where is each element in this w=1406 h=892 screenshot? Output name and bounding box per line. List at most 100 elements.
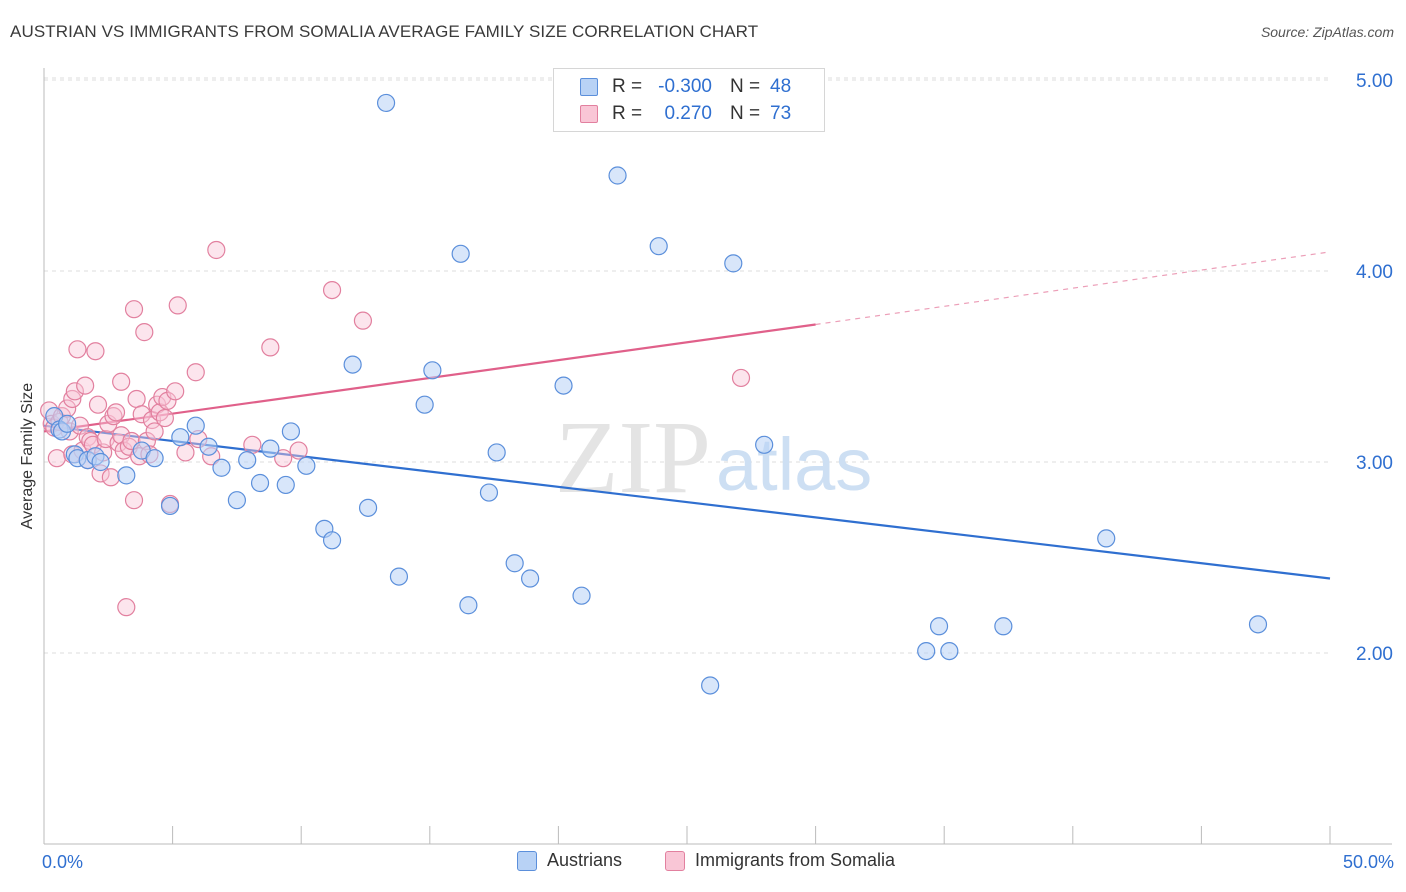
data-point-austrians: [415, 395, 434, 414]
data-point-austrians: [521, 569, 540, 588]
data-point-somalia: [124, 300, 144, 319]
data-point-austrians: [479, 483, 499, 502]
data-point-austrians: [1097, 529, 1116, 548]
legend-swatch-pink: [580, 105, 598, 123]
data-point-austrians: [117, 466, 136, 485]
data-point-somalia: [289, 441, 308, 460]
data-point-austrians: [250, 473, 270, 493]
data-point-austrians: [358, 498, 378, 517]
data-point-austrians: [261, 439, 280, 458]
data-point-austrians: [238, 450, 257, 470]
data-point-somalia: [353, 311, 373, 330]
data-point-somalia: [168, 296, 187, 315]
data-point-somalia: [145, 422, 164, 441]
data-point-somalia: [322, 281, 342, 300]
legend-item-austrians[interactable]: Austrians: [517, 850, 622, 871]
data-point-austrians: [649, 237, 668, 256]
watermark: ZIP atlas: [555, 400, 872, 515]
data-point-austrians: [199, 437, 218, 456]
data-point-somalia: [68, 340, 87, 359]
data-point-austrians: [487, 443, 506, 462]
legend-r-value: -0.300: [658, 76, 712, 97]
legend-row-austrians: R = -0.300 N = 48: [580, 75, 791, 99]
data-point-austrians: [554, 376, 573, 395]
data-point-austrians: [227, 491, 246, 510]
data-point-austrians: [171, 428, 190, 447]
legend-n-value: 48: [770, 76, 792, 97]
data-point-austrians: [994, 617, 1013, 636]
data-point-somalia: [124, 491, 144, 510]
legend-r-value: 0.270: [664, 103, 712, 124]
data-point-austrians: [276, 475, 295, 495]
data-point-austrians: [917, 641, 936, 661]
data-point-austrians: [505, 554, 524, 573]
x-axis-max-label: 50.0%: [1342, 852, 1394, 872]
data-point-austrians: [940, 641, 959, 661]
y-tick-labels: 2.00 3.00 4.00 5.00: [1356, 71, 1393, 665]
data-point-austrians: [608, 166, 627, 185]
data-point-somalia: [274, 449, 293, 468]
data-point-austrians: [145, 449, 164, 468]
data-point-somalia: [117, 598, 136, 617]
legend-label-austrians: Austrians: [547, 850, 623, 870]
data-point-austrians: [160, 496, 180, 516]
data-point-austrians: [389, 567, 409, 586]
trend-line-somalia-extrapolated: [815, 251, 1331, 326]
data-point-austrians: [423, 361, 442, 380]
legend-r-label: R =: [612, 76, 643, 97]
correlation-legend: R = -0.300 N = 48 R = 0.270 N = 73: [553, 68, 825, 132]
data-point-somalia: [186, 363, 205, 382]
data-point-somalia: [65, 382, 84, 401]
data-point-somalia: [158, 391, 177, 410]
data-point-austrians: [572, 586, 591, 605]
data-point-somalia: [86, 342, 105, 361]
data-point-austrians: [1248, 615, 1268, 634]
data-point-austrians: [459, 596, 478, 615]
data-points: [40, 93, 1268, 695]
data-point-austrians: [451, 244, 470, 263]
y-tick-label: 4.00: [1356, 262, 1393, 283]
data-point-austrians: [376, 93, 396, 113]
data-point-somalia: [135, 323, 154, 342]
data-point-austrians: [186, 416, 205, 435]
data-point-somalia: [76, 376, 95, 395]
grid-lines: [44, 77, 1330, 654]
data-point-somalia: [166, 382, 185, 401]
data-point-somalia: [47, 449, 66, 468]
data-point-somalia: [127, 389, 146, 409]
axes: [43, 68, 1392, 845]
watermark-zip: ZIP: [555, 400, 711, 515]
data-point-austrians: [343, 355, 362, 374]
y-tick-label: 2.00: [1356, 644, 1393, 665]
data-point-austrians: [281, 422, 301, 441]
legend-row-somalia: R = 0.270 N = 73: [580, 102, 791, 126]
chart-title: AUSTRIAN VS IMMIGRANTS FROM SOMALIA AVER…: [10, 22, 759, 41]
data-point-austrians: [58, 414, 77, 433]
data-point-austrians: [212, 458, 231, 477]
legend-swatch-pink: [665, 850, 685, 871]
data-point-somalia: [101, 468, 120, 487]
legend-n-label: N =: [730, 76, 761, 97]
y-tick-label: 5.00: [1356, 71, 1393, 92]
legend-swatch-blue: [580, 78, 598, 96]
data-point-somalia: [731, 368, 751, 388]
data-point-austrians: [724, 254, 743, 273]
source-attribution: Source: ZipAtlas.com: [1260, 24, 1394, 40]
data-point-austrians: [701, 676, 720, 695]
watermark-atlas: atlas: [716, 423, 872, 506]
data-point-somalia: [207, 240, 226, 260]
series-legend: Austrians Immigrants from Somalia: [0, 850, 1406, 878]
legend-item-somalia[interactable]: Immigrants from Somalia: [665, 850, 895, 871]
data-point-somalia: [176, 443, 195, 462]
legend-n-value: 73: [770, 103, 792, 124]
data-point-austrians: [929, 617, 949, 636]
legend-n-label: N =: [730, 103, 761, 124]
data-point-somalia: [155, 408, 174, 428]
data-point-somalia: [243, 435, 262, 454]
y-tick-label: 3.00: [1356, 453, 1393, 474]
data-point-somalia: [132, 405, 151, 424]
data-point-austrians: [322, 531, 342, 550]
data-point-austrians: [297, 456, 316, 475]
data-point-austrians: [755, 435, 774, 454]
